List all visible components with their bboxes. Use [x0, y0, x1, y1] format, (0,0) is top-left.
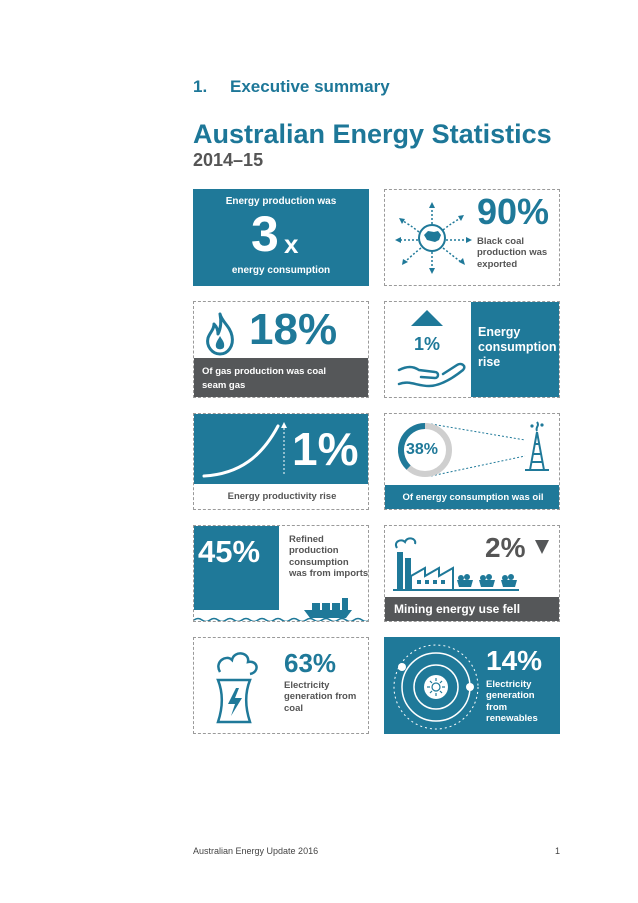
mining-label: Mining energy use fell	[394, 602, 521, 616]
gas-label-bar: Of gas production was coal seam gas	[194, 358, 368, 397]
tile-oil: 38% Of energy consumption was oil	[384, 413, 560, 510]
coal-electricity-label: Electricity generation from coal	[284, 680, 357, 714]
coal-electricity-value: 63%	[284, 648, 337, 678]
tile-refined: 45% Refined production consumption was f…	[193, 525, 369, 622]
mining-label-bar: Mining energy use fell	[385, 597, 559, 621]
tile-mining: 2% Mining energy use fell	[384, 525, 560, 622]
production-top-text: Energy production was	[225, 196, 337, 207]
productivity-chart-panel: 1%	[194, 414, 368, 484]
consumption-label-panel: Energy consumption rise	[471, 302, 559, 397]
tile-energy-production: Energy production was 3 x energy consump…	[193, 189, 369, 286]
sun-orbit-icon	[393, 644, 479, 730]
productivity-value: 1%	[292, 423, 359, 475]
oil-value: 38%	[406, 441, 439, 458]
productivity-label: Energy productivity rise	[227, 491, 337, 502]
tile-coal-electricity: 63% Electricity generation from coal	[193, 637, 369, 734]
oil-label-bar: Of energy consumption was oil	[385, 485, 559, 509]
oil-label: Of energy consumption was oil	[402, 492, 544, 503]
oil-ring-arc	[398, 423, 426, 470]
section-title: Executive summary	[230, 77, 390, 96]
oil-share-graphic	[398, 421, 549, 477]
page-title: Australian Energy Statistics	[193, 119, 552, 149]
tile-renewables: 14% Electricity generation from renewabl…	[384, 637, 560, 734]
page-number: 1	[555, 846, 561, 856]
production-big-number: 3	[251, 206, 279, 262]
production-suffix: x	[284, 229, 299, 259]
coal-export-value: 90%	[477, 191, 550, 232]
globe-arrows-icon	[395, 202, 472, 274]
gas-label: Of gas production was coal seam gas	[202, 366, 327, 392]
tile-consumption: 1% Energy consumption rise	[384, 301, 560, 398]
renewables-label: Electricity generation from renewables	[486, 679, 538, 725]
tile-productivity: 1% Energy productivity rise	[193, 413, 369, 510]
oil-rig-icon	[525, 431, 549, 471]
consumption-value: 1%	[414, 334, 441, 354]
hand-arrow-icon	[397, 310, 466, 388]
tile-gas: 18% Of gas production was coal seam gas	[193, 301, 369, 398]
production-bottom-text: energy consumption	[231, 265, 331, 276]
coal-export-label: Black coal production was exported	[477, 236, 548, 270]
gas-value: 18%	[249, 305, 338, 354]
factory-coal-icon	[393, 537, 519, 591]
refined-value-panel: 45%	[194, 526, 279, 610]
mining-value: 2%	[485, 532, 526, 563]
renewables-value: 14%	[486, 645, 543, 676]
page-subtitle: 2014–15	[193, 150, 264, 170]
flame-icon	[206, 312, 234, 356]
section-heading: 1. Executive summary	[193, 77, 390, 97]
down-arrow-icon	[535, 540, 549, 554]
section-number: 1.	[193, 77, 208, 96]
ship-waves-icon	[194, 598, 368, 621]
power-station-icon	[216, 652, 258, 724]
refined-value: 45%	[198, 534, 261, 569]
growth-curve-icon	[202, 422, 287, 478]
consumption-label: Energy consumption rise	[478, 325, 557, 369]
tile-coal-export: 90% Black coal production was exported	[384, 189, 560, 286]
refined-label: Refined production consumption was from …	[289, 534, 369, 580]
footer-publication: Australian Energy Update 2016	[193, 846, 319, 856]
